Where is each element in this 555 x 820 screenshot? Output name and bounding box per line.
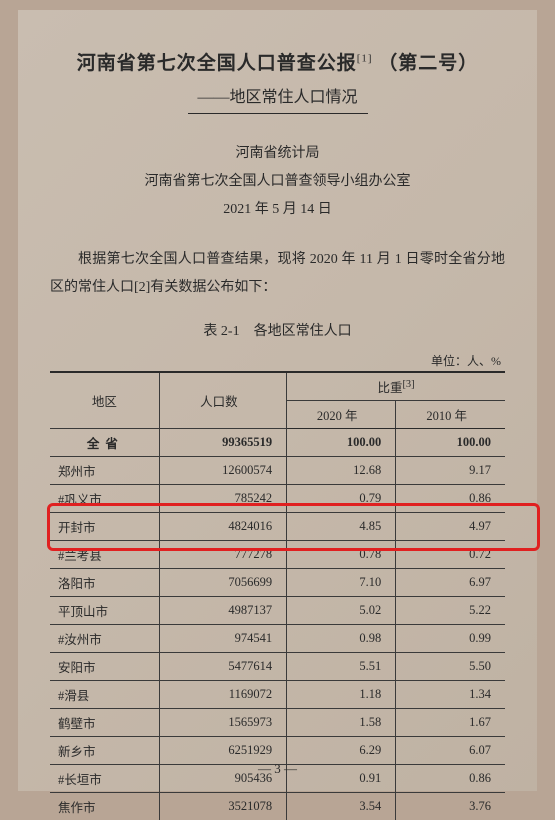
cell-population: 1565973 (159, 708, 286, 736)
cell-pct-2020: 0.78 (287, 540, 396, 568)
cell-region: 平顶山市 (50, 596, 159, 624)
table-row: 焦作市35210783.543.76 (50, 792, 505, 820)
cell-pct-2010: 9.17 (396, 456, 505, 484)
cell-pct-2010: 0.72 (396, 540, 505, 568)
cell-pct-2020: 4.85 (287, 512, 396, 540)
cell-pct-2010: 3.76 (396, 792, 505, 820)
page-number: — 3 — (18, 761, 537, 777)
cell-pct-2010: 100.00 (396, 428, 505, 456)
header-region: 地区 (50, 372, 159, 429)
table-row: #汝州市9745410.980.99 (50, 624, 505, 652)
cell-population: 4824016 (159, 512, 286, 540)
cell-pct-2010: 0.99 (396, 624, 505, 652)
table-row: #滑县11690721.181.34 (50, 680, 505, 708)
cell-pct-2020: 0.79 (287, 484, 396, 512)
cell-pct-2010: 4.97 (396, 512, 505, 540)
cell-population: 3521078 (159, 792, 286, 820)
header-year-2020: 2020 年 (287, 400, 396, 428)
document-page: 河南省第七次全国人口普查公报[1] （第二号） ——地区常住人口情况 河南省统计… (18, 10, 537, 791)
cell-population: 974541 (159, 624, 286, 652)
table-row: 洛阳市70566997.106.97 (50, 568, 505, 596)
cell-pct-2020: 12.68 (287, 456, 396, 484)
table-row: 鹤壁市15659731.581.67 (50, 708, 505, 736)
cell-pct-2020: 6.29 (287, 736, 396, 764)
cell-pct-2020: 5.51 (287, 652, 396, 680)
cell-population: 12600574 (159, 456, 286, 484)
header-population: 人口数 (159, 372, 286, 429)
cell-pct-2020: 100.00 (287, 428, 396, 456)
table-row: #兰考县7772780.780.72 (50, 540, 505, 568)
cell-pct-2020: 7.10 (287, 568, 396, 596)
cell-population: 1169072 (159, 680, 286, 708)
table-row: #巩义市7852420.790.86 (50, 484, 505, 512)
cell-pct-2010: 6.97 (396, 568, 505, 596)
subtitle-prefix: —— (197, 89, 229, 106)
table-row: 安阳市54776145.515.50 (50, 652, 505, 680)
header-proportion: 比重[3] (287, 372, 505, 401)
table-row: 新乡市62519296.296.07 (50, 736, 505, 764)
table-caption: 表 2-1 各地区常住人口 (50, 320, 505, 340)
subtitle-text: 地区常住人口情况 (229, 89, 357, 106)
cell-population: 5477614 (159, 652, 286, 680)
cell-pct-2020: 3.54 (287, 792, 396, 820)
cell-pct-2020: 1.58 (287, 708, 396, 736)
cell-region: #汝州市 (50, 624, 159, 652)
cell-region: 郑州市 (50, 456, 159, 484)
body-paragraph: 根据第七次全国人口普查结果，现将 2020 年 11 月 1 日零时全省分地区的… (50, 246, 505, 302)
page-subtitle: ——地区常住人口情况 (50, 83, 505, 107)
cell-population: 4987137 (159, 596, 286, 624)
cell-region: 焦作市 (50, 792, 159, 820)
cell-population: 777278 (159, 540, 286, 568)
cell-region: 洛阳市 (50, 568, 159, 596)
cell-pct-2020: 1.18 (287, 680, 396, 708)
cell-pct-2010: 1.67 (396, 708, 505, 736)
population-table: 地区 人口数 比重[3] 2020 年 2010 年 全省 99365519 1… (50, 371, 505, 820)
title-footnote: [1] (357, 53, 373, 65)
table-row: 郑州市1260057412.689.17 (50, 456, 505, 484)
cell-pct-2010: 5.50 (396, 652, 505, 680)
cell-region: #滑县 (50, 680, 159, 708)
table-row: 平顶山市49871375.025.22 (50, 596, 505, 624)
authority-line-1: 河南省统计局 (50, 142, 505, 166)
cell-pct-2010: 1.34 (396, 680, 505, 708)
title-issue: （第二号） (378, 53, 478, 74)
cell-region: 全省 (50, 428, 159, 456)
cell-region: #巩义市 (50, 484, 159, 512)
cell-pct-2020: 5.02 (287, 596, 396, 624)
cell-pct-2010: 5.22 (396, 596, 505, 624)
cell-region: 安阳市 (50, 652, 159, 680)
table-row: 开封市48240164.854.97 (50, 512, 505, 540)
cell-region: 开封市 (50, 512, 159, 540)
table-row-total: 全省 99365519 100.00 100.00 (50, 428, 505, 456)
cell-region: #兰考县 (50, 540, 159, 568)
cell-population: 785242 (159, 484, 286, 512)
cell-pct-2010: 6.07 (396, 736, 505, 764)
publish-date: 2021 年 5 月 14 日 (50, 198, 505, 218)
table-unit-label: 单位：人、% (50, 352, 505, 369)
cell-region: 鹤壁市 (50, 708, 159, 736)
subtitle-underline (188, 113, 368, 114)
title-main: 河南省第七次全国人口普查公报 (77, 53, 357, 74)
cell-population: 99365519 (159, 428, 286, 456)
cell-pct-2010: 0.86 (396, 484, 505, 512)
cell-region: 新乡市 (50, 736, 159, 764)
cell-population: 6251929 (159, 736, 286, 764)
cell-population: 7056699 (159, 568, 286, 596)
header-year-2010: 2010 年 (396, 400, 505, 428)
cell-pct-2020: 0.98 (287, 624, 396, 652)
page-title: 河南省第七次全国人口普查公报[1] （第二号） (50, 48, 505, 75)
authority-line-2: 河南省第七次全国人口普查领导小组办公室 (50, 170, 505, 194)
